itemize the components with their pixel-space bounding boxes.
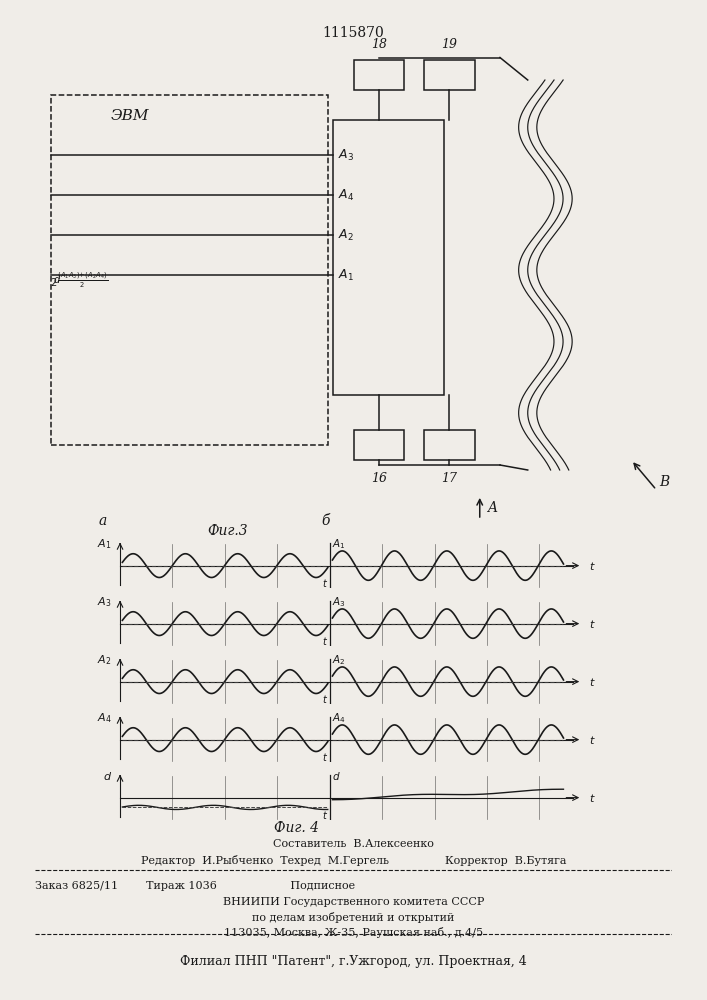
- Text: $t$: $t$: [322, 809, 329, 821]
- Text: $t$: $t$: [322, 635, 329, 647]
- Text: Заказ 6825/11        Тираж 1036                     Подписное: Заказ 6825/11 Тираж 1036 Подписное: [35, 881, 356, 891]
- Text: $A_1$: $A_1$: [332, 537, 346, 551]
- Text: $t$: $t$: [589, 560, 596, 572]
- Text: Фиг. 4: Фиг. 4: [274, 821, 320, 835]
- Text: $A_1$: $A_1$: [98, 537, 112, 551]
- Text: 2: 2: [50, 277, 57, 288]
- Text: 17: 17: [441, 473, 457, 486]
- Text: $A_2$: $A_2$: [332, 653, 346, 667]
- Text: Фиг.3: Фиг.3: [207, 524, 247, 538]
- Text: $A_3$: $A_3$: [332, 595, 346, 609]
- Bar: [424, 60, 474, 90]
- Text: Филиал ПНП "Патент", г.Ужгород, ул. Проектная, 4: Филиал ПНП "Патент", г.Ужгород, ул. Прое…: [180, 956, 527, 968]
- Text: $A_2$: $A_2$: [339, 227, 354, 243]
- Text: Составитель  В.Алексеенко: Составитель В.Алексеенко: [273, 839, 434, 849]
- Text: a: a: [99, 514, 107, 528]
- Text: $A_4$: $A_4$: [339, 187, 354, 203]
- Text: б: б: [322, 514, 330, 528]
- Text: 113035, Москва, Ж-35, Раушская наб., д.4/5: 113035, Москва, Ж-35, Раушская наб., д.4…: [224, 928, 483, 938]
- Bar: [424, 430, 474, 460]
- Text: $A_3$: $A_3$: [339, 147, 354, 163]
- Text: $t$: $t$: [589, 792, 596, 804]
- Text: A: A: [487, 500, 497, 514]
- Text: 16: 16: [370, 473, 387, 486]
- Text: $t$: $t$: [589, 676, 596, 688]
- Text: $t$: $t$: [589, 734, 596, 746]
- Text: $t$: $t$: [322, 751, 329, 763]
- Text: ВНИИПИ Государственного комитета СССР: ВНИИПИ Государственного комитета СССР: [223, 897, 484, 907]
- Text: $A_4$: $A_4$: [332, 711, 346, 725]
- Text: $t$: $t$: [589, 618, 596, 630]
- Text: по делам изобретений и открытий: по делам изобретений и открытий: [252, 912, 455, 923]
- Text: B: B: [659, 476, 670, 489]
- Bar: [354, 60, 404, 90]
- Text: $t$: $t$: [322, 577, 329, 589]
- Text: 19: 19: [441, 37, 457, 50]
- Bar: [354, 430, 404, 460]
- Text: $d$: $d$: [103, 770, 112, 782]
- Text: $A_3$: $A_3$: [97, 595, 112, 609]
- Text: ЭВМ: ЭВМ: [111, 109, 150, 123]
- Text: 1115870: 1115870: [322, 26, 385, 40]
- Text: $A_4$: $A_4$: [97, 711, 112, 725]
- Bar: [333, 120, 445, 395]
- Bar: [50, 95, 328, 445]
- Text: Редактор  И.Рыбченко  Техред  М.Гергель                Корректор  В.Бутяга: Редактор И.Рыбченко Техред М.Гергель Кор…: [141, 855, 566, 866]
- Text: 18: 18: [370, 37, 387, 50]
- Text: $A_2$: $A_2$: [98, 653, 112, 667]
- Text: $t$: $t$: [322, 693, 329, 705]
- Text: $d$: $d$: [332, 770, 341, 782]
- Text: $A_1$: $A_1$: [339, 267, 354, 283]
- Text: $d\!\frac{(A_1A_3)\!+\!(A_2A_4)}{2}$: $d\!\frac{(A_1A_3)\!+\!(A_2A_4)}{2}$: [53, 270, 108, 290]
